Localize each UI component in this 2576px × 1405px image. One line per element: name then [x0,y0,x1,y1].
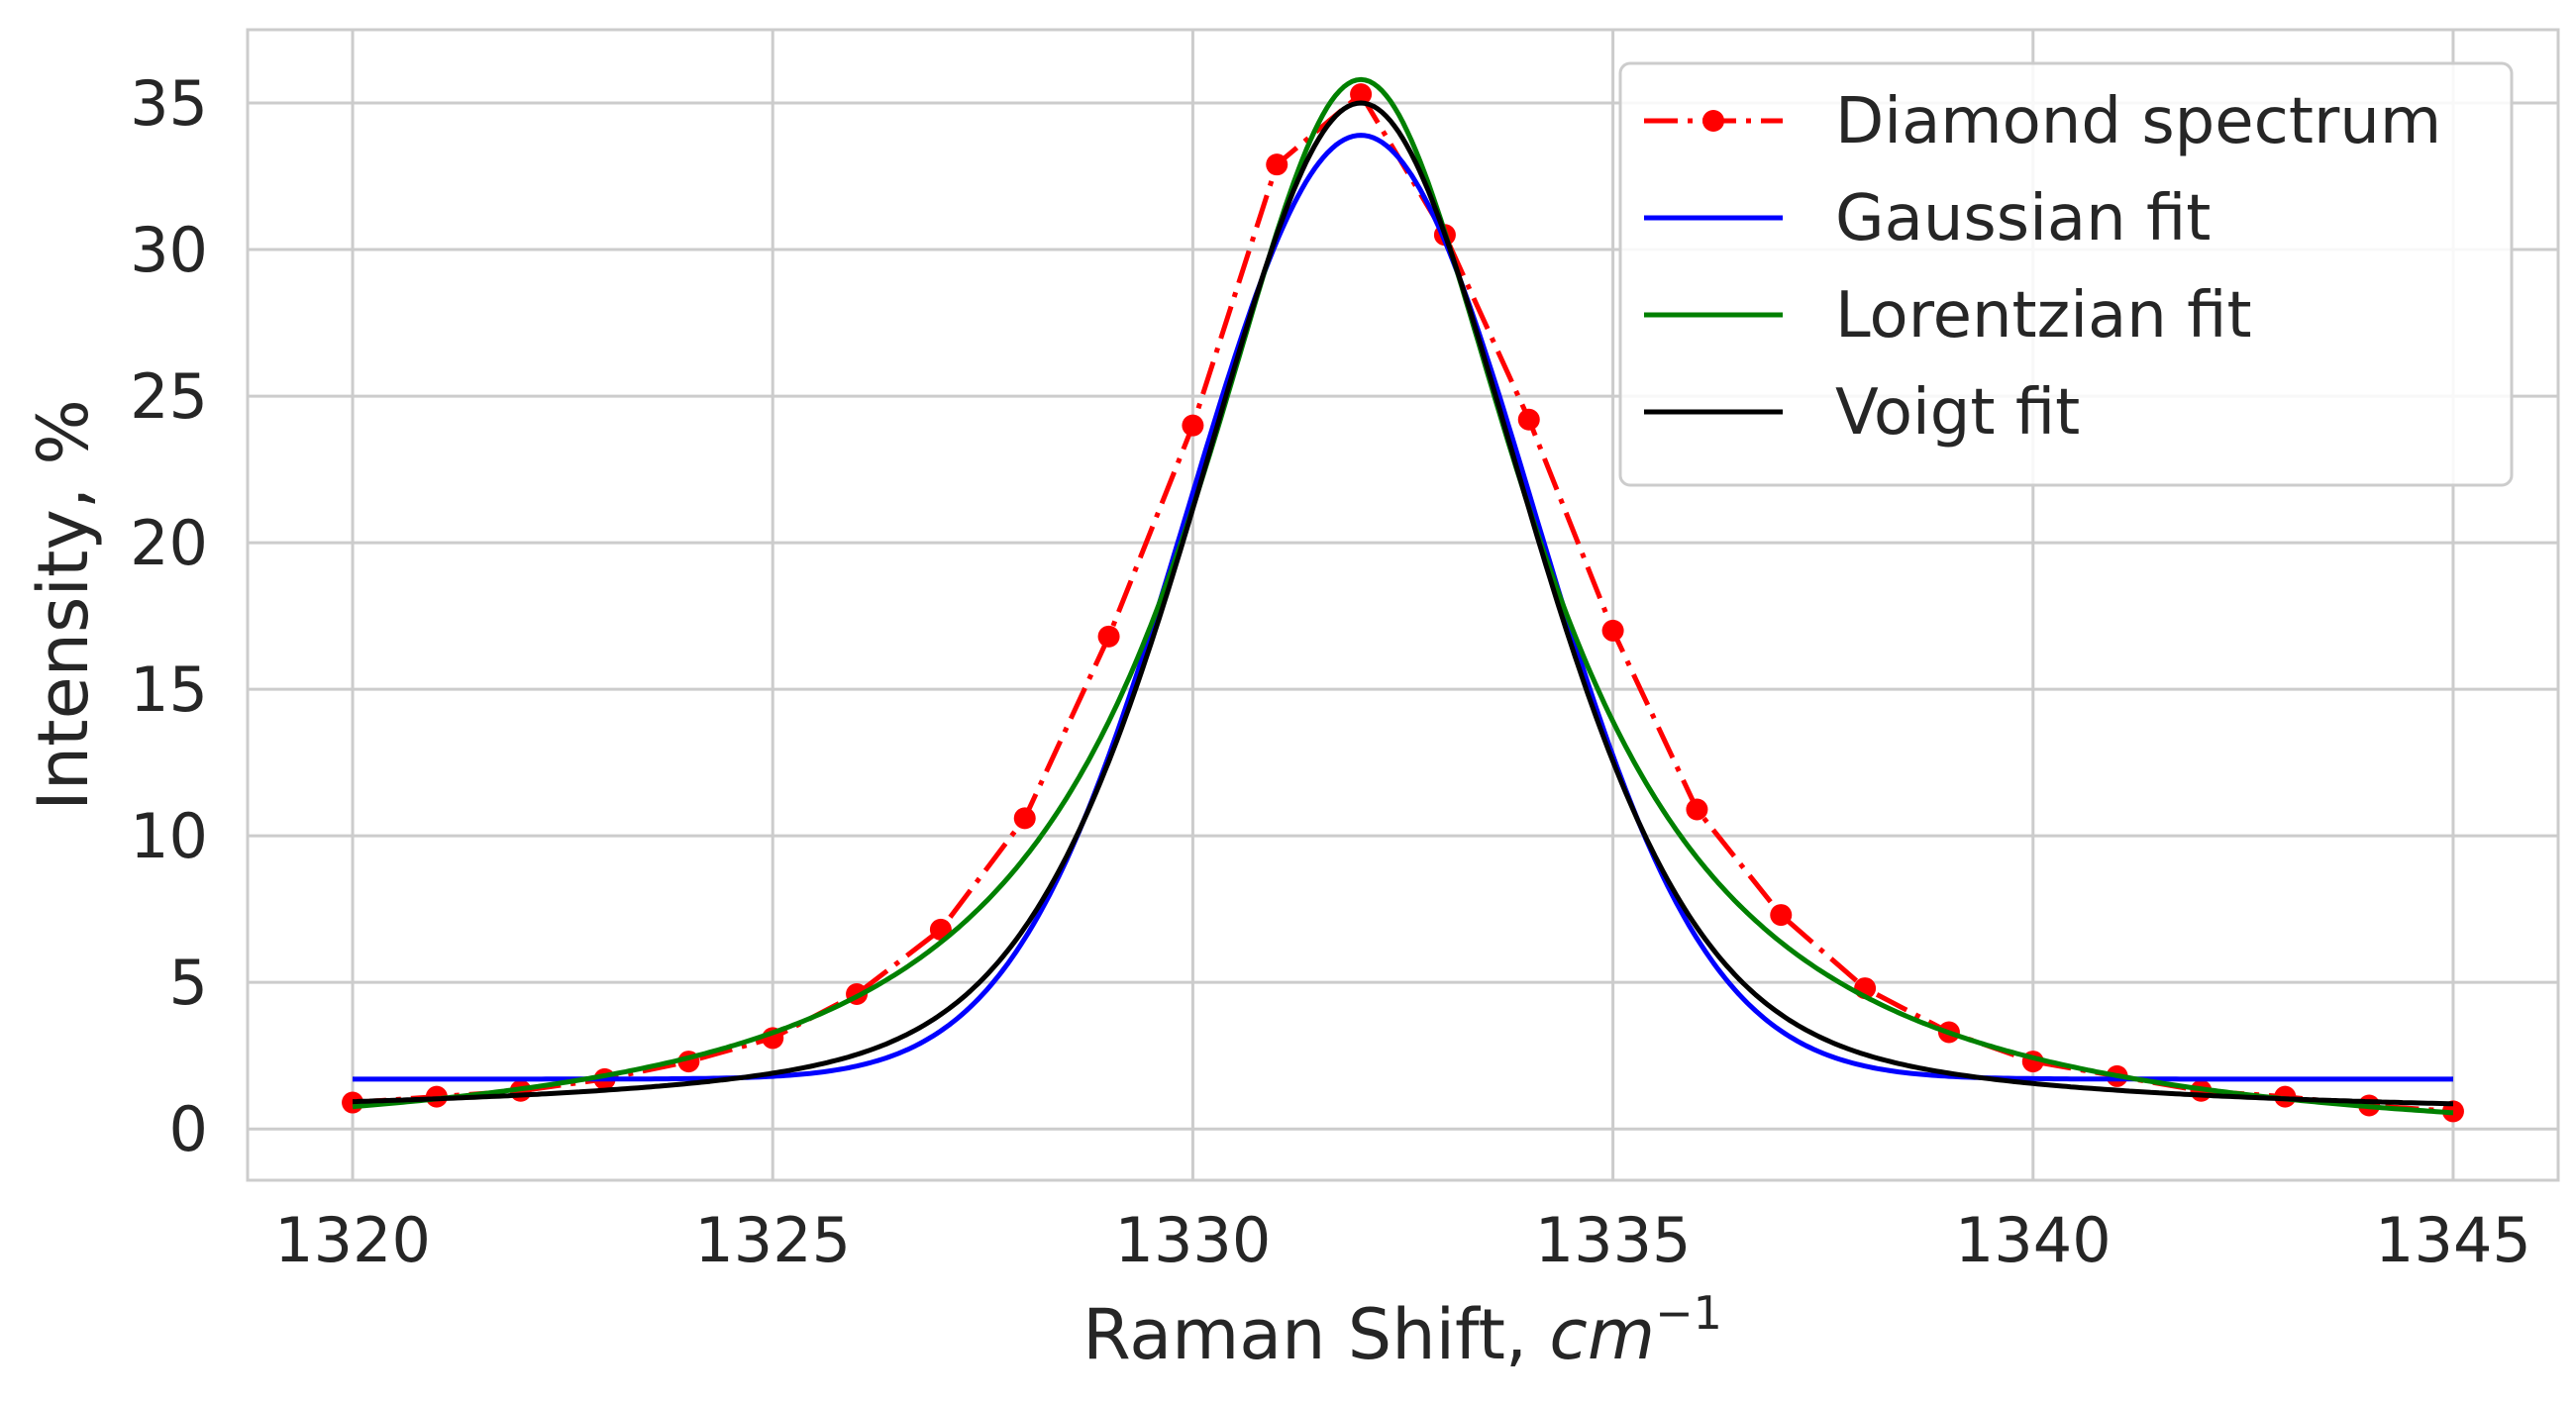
x-tick-label: 1345 [2375,1204,2531,1276]
y-tick-label: 0 [169,1093,208,1165]
diamond-spectrum-point [1013,807,1036,830]
x-axis-label-unit: cm [1549,1294,1655,1375]
x-tick-label: 1335 [1535,1204,1692,1276]
diamond-spectrum-point [1517,408,1540,431]
y-tick-label: 10 [130,800,208,872]
x-axis-label: Raman Shift, cm−1 [1082,1286,1722,1375]
diamond-spectrum-point [1601,619,1624,642]
lorentzian-fit-line [352,76,2454,1116]
x-tick-label: 1325 [694,1204,851,1276]
legend-label-diamond-spectrum: Diamond spectrum [1835,85,2441,158]
legend-items: Diamond spectrum Gaussian fit Lorentzian f… [1644,85,2441,450]
x-tick-label: 1340 [1955,1204,2112,1276]
y-tick-label: 15 [130,653,208,726]
legend: Diamond spectrum Gaussian fit Lorentzian f… [1618,61,2514,487]
y-tick-label: 25 [130,360,208,433]
x-axis-label-text: Raman Shift, [1082,1294,1549,1375]
diamond-spectrum-point [1266,153,1288,176]
x-tick-label: 1320 [274,1204,431,1276]
y-tick-label: 35 [130,67,208,140]
y-axis-label: Intensity, % [23,399,104,811]
diamond-spectrum-point [1182,414,1204,437]
legend-frame [1618,61,2514,487]
grid [248,30,2558,1180]
diamond-spectrum-point [1097,625,1120,648]
x-axis-label-exponent: −1 [1655,1286,1722,1340]
diamond-spectrum-point [1350,83,1373,106]
diamond-spectrum-point [1770,904,1793,927]
y-tick-label: 20 [130,507,208,579]
diamond-spectrum-point [1686,798,1708,821]
y-tick-label: 5 [169,947,208,1019]
legend-label-voigt-fit: Voigt fit [1835,376,2080,450]
y-tick-label: 30 [130,214,208,286]
y-tick-labels: 0 5 10 15 20 25 30 35 [130,67,208,1165]
series-layer [342,76,2464,1123]
legend-marker-diamond-spectrum [1702,110,1724,132]
legend-label-gaussian-fit: Gaussian fit [1835,182,2211,255]
gaussian-fit-line [353,133,2453,1082]
x-tick-labels: 1320 1325 1330 1335 1340 1345 [274,1204,2531,1276]
voigt-fit-line [352,100,2454,1107]
legend-label-lorentzian-fit: Lorentzian fit [1835,279,2252,352]
plot-frame [246,28,2560,1182]
x-tick-label: 1330 [1115,1204,1272,1276]
